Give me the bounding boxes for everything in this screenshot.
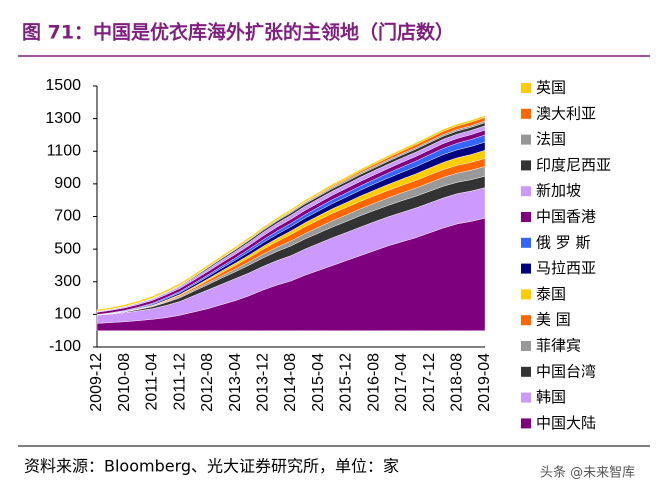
legend-swatch [521, 263, 531, 274]
legend-swatch [521, 418, 531, 429]
legend-label: 俄 罗 斯 [536, 233, 591, 251]
x-tick-label: 2016-08 [365, 353, 382, 412]
legend-label: 马拉西亚 [536, 259, 596, 277]
legend-label: 中国香港 [536, 208, 596, 226]
source: 资料来源：Bloomberg、光大证券研究所，单位：家 [24, 457, 399, 476]
legend-label: 中国大陆 [536, 414, 596, 432]
x-tick-label: 2010-08 [116, 353, 133, 412]
legend-swatch [521, 160, 531, 171]
legend-swatch [521, 392, 531, 403]
legend-label: 中国台湾 [536, 362, 596, 380]
legend-label: 菲律宾 [536, 337, 581, 355]
legend-label: 印度尼西亚 [536, 156, 611, 174]
legend-swatch [521, 212, 531, 222]
legend-swatch [521, 341, 531, 351]
legend-label: 澳大利亚 [536, 104, 596, 122]
watermark: 头条 @未来智库 [540, 465, 635, 481]
x-tick-label: 2013-04 [227, 353, 244, 412]
legend-swatch [521, 289, 531, 300]
legend-label: 泰国 [536, 285, 566, 303]
legend-label: 法国 [536, 130, 566, 148]
y-tick-label: 500 [54, 240, 81, 257]
x-tick-label: 2012-08 [199, 353, 216, 412]
legend-swatch [521, 315, 531, 326]
y-tick-label: 1500 [45, 77, 81, 94]
legend-label: 新加坡 [536, 182, 581, 200]
legend-swatch [521, 366, 531, 377]
legend-swatch [521, 83, 531, 93]
legend-label: 韩国 [536, 388, 566, 406]
x-tick-label: 2018-08 [449, 353, 466, 412]
chart-title: 图 71：中国是优衣库海外扩张的主领地（门店数） [22, 21, 454, 44]
x-tick-label: 2011-12 [171, 353, 188, 411]
x-tick-label: 2009-12 [88, 353, 105, 412]
legend-swatch [521, 237, 531, 248]
x-tick-label: 2017-12 [421, 353, 438, 412]
legend-swatch [521, 186, 531, 197]
legend-label: 美 国 [536, 311, 571, 329]
legend-swatch [521, 134, 531, 145]
y-tick-label: 1300 [45, 110, 81, 127]
x-tick-label: 2014-08 [282, 353, 299, 412]
y-tick-label: 100 [54, 306, 81, 323]
y-tick-label: -100 [49, 338, 81, 355]
area [96, 115, 486, 312]
x-tick-label: 2013-12 [255, 353, 272, 412]
x-tick-label: 2019-04 [476, 353, 493, 412]
x-tick-label: 2011-04 [144, 353, 161, 411]
legend-label: 英国 [536, 79, 566, 97]
x-tick-label: 2015-12 [338, 353, 355, 412]
x-tick-label: 2015-04 [310, 353, 327, 412]
y-tick-label: 1100 [47, 142, 82, 159]
y-tick-label: 900 [54, 175, 81, 192]
legend-swatch [521, 108, 531, 119]
y-tick-label: 700 [54, 208, 81, 225]
x-tick-label: 2017-04 [393, 353, 410, 412]
y-tick-label: 300 [54, 273, 81, 290]
